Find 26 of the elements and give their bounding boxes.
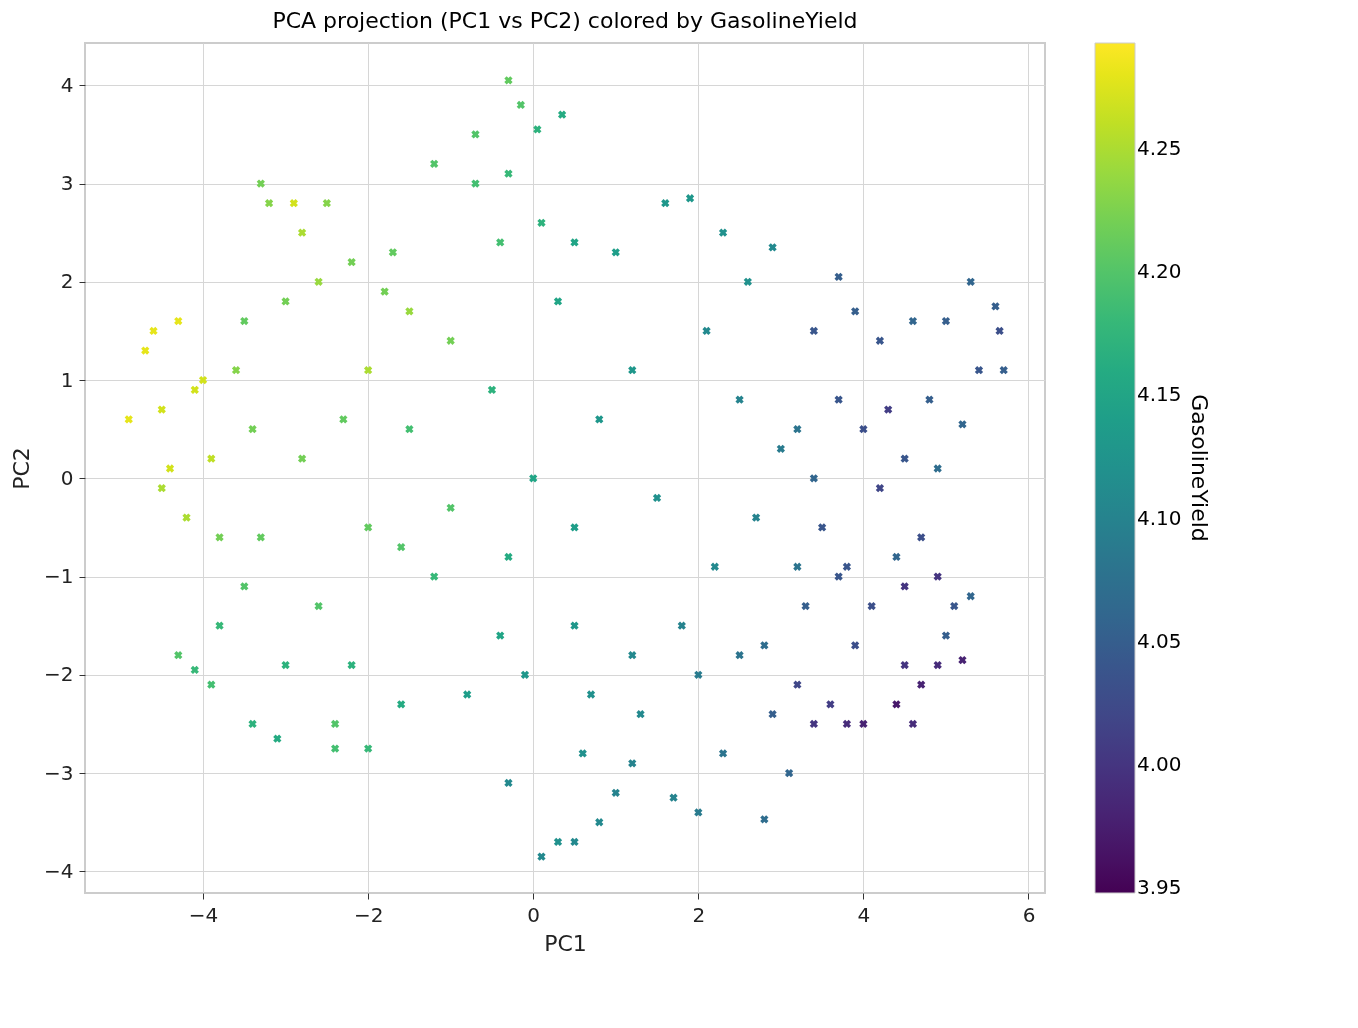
x-tick-label: 4 — [857, 902, 871, 927]
y-tick-label: −4 — [44, 858, 74, 883]
color-bar-label: 4.20 — [1137, 259, 1182, 284]
y-tick-label: 4 — [60, 72, 74, 97]
y-axis-title: PC2 — [9, 447, 35, 490]
y-tick-label: −1 — [44, 564, 74, 589]
color-bar-label: 4.25 — [1137, 135, 1182, 160]
chart-title: PCA projection (PC1 vs PC2) colored by GasolineYield — [272, 8, 858, 33]
y-tick-label: 3 — [60, 171, 74, 196]
y-tick-label: −2 — [44, 662, 74, 687]
y-tick-label: 1 — [60, 367, 74, 392]
y-tick-label: 0 — [60, 465, 74, 490]
color-bar-label: 4.15 — [1137, 382, 1182, 407]
color-bar-label: 4.05 — [1137, 628, 1182, 653]
x-tick-label: 0 — [527, 902, 541, 927]
color-bar-label: 4.10 — [1137, 505, 1182, 530]
x-tick-label: −4 — [188, 902, 219, 927]
x-axis-title: PC1 — [544, 930, 587, 956]
x-tick-label: −2 — [353, 902, 384, 927]
y-tick-label: −3 — [44, 760, 74, 785]
color-bar-title: GasolineYield — [1187, 394, 1212, 542]
x-tick-label: 2 — [692, 902, 706, 927]
x-tick-label: 6 — [1022, 902, 1036, 927]
y-tick-label: 2 — [60, 269, 74, 294]
color-bar-label: 4.00 — [1137, 751, 1182, 776]
color-bar-label: 3.95 — [1137, 875, 1182, 900]
